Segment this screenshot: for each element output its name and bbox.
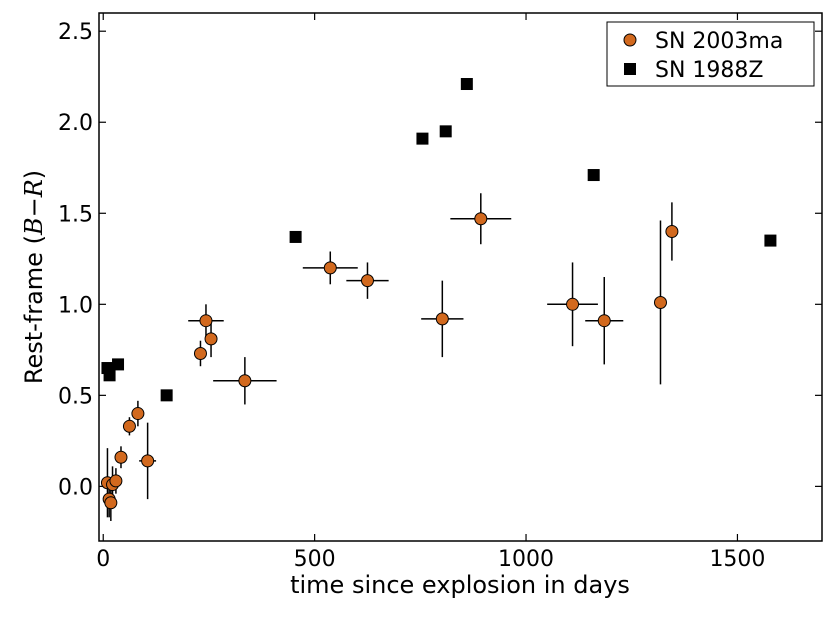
x-tick-label: 1000 bbox=[498, 547, 554, 572]
data-point-sn2003ma bbox=[665, 224, 679, 238]
data-point-sn2003ma bbox=[653, 295, 667, 309]
data-point-sn2003ma bbox=[435, 312, 449, 326]
data-point-sn2003ma bbox=[566, 297, 580, 311]
data-point-sn1988z bbox=[416, 132, 429, 145]
legend-marker-sn1988z bbox=[624, 63, 636, 75]
y-tick-label: 1.0 bbox=[58, 293, 93, 318]
y-tick-label: 0.0 bbox=[58, 475, 93, 500]
y-tick-label: 2.0 bbox=[58, 111, 93, 136]
x-tick-label: 1500 bbox=[709, 547, 765, 572]
data-point-sn2003ma bbox=[474, 212, 488, 226]
y-tick-label: 1.5 bbox=[58, 202, 93, 227]
data-point-sn2003ma bbox=[199, 314, 213, 328]
x-axis-label: time since explosion in days bbox=[290, 571, 630, 599]
plot-frame bbox=[98, 12, 823, 542]
data-point-sn1988z bbox=[289, 230, 302, 243]
data-point-sn1988z bbox=[112, 358, 125, 371]
data-point-sn2003ma bbox=[238, 374, 252, 388]
legend-label-sn2003ma: SN 2003ma bbox=[655, 29, 783, 54]
data-point-sn2003ma bbox=[141, 454, 155, 468]
data-point-sn2003ma bbox=[204, 332, 218, 346]
data-point-sn2003ma bbox=[597, 314, 611, 328]
legend-marker-sn2003ma bbox=[623, 33, 637, 47]
data-point-sn1988z bbox=[587, 169, 600, 182]
data-point-sn1988z bbox=[103, 369, 116, 382]
data-point-sn1988z bbox=[160, 389, 173, 402]
data-point-sn2003ma bbox=[323, 261, 337, 275]
plot-background bbox=[99, 13, 822, 541]
data-point-sn2003ma bbox=[193, 346, 207, 360]
y-axis-label: Rest-frame (B−R) bbox=[20, 170, 48, 384]
data-point-sn2003ma bbox=[131, 407, 145, 421]
y-tick-label: 0.5 bbox=[58, 384, 93, 409]
y-tick-label: 2.5 bbox=[58, 20, 93, 45]
legend-label-sn1988z: SN 1988Z bbox=[655, 58, 763, 83]
legend-frame bbox=[606, 21, 815, 87]
x-tick-label: 0 bbox=[96, 547, 110, 572]
data-point-sn2003ma bbox=[122, 419, 136, 433]
data-point-sn1988z bbox=[460, 78, 473, 91]
x-tick-label: 500 bbox=[294, 547, 336, 572]
data-point-sn2003ma bbox=[104, 496, 118, 510]
data-point-sn2003ma bbox=[114, 450, 128, 464]
data-point-sn1988z bbox=[439, 125, 452, 138]
data-point-sn2003ma bbox=[360, 274, 374, 288]
data-point-sn2003ma bbox=[109, 474, 123, 488]
data-point-sn1988z bbox=[764, 234, 777, 247]
legend: SN 2003ma SN 1988Z bbox=[606, 21, 815, 87]
